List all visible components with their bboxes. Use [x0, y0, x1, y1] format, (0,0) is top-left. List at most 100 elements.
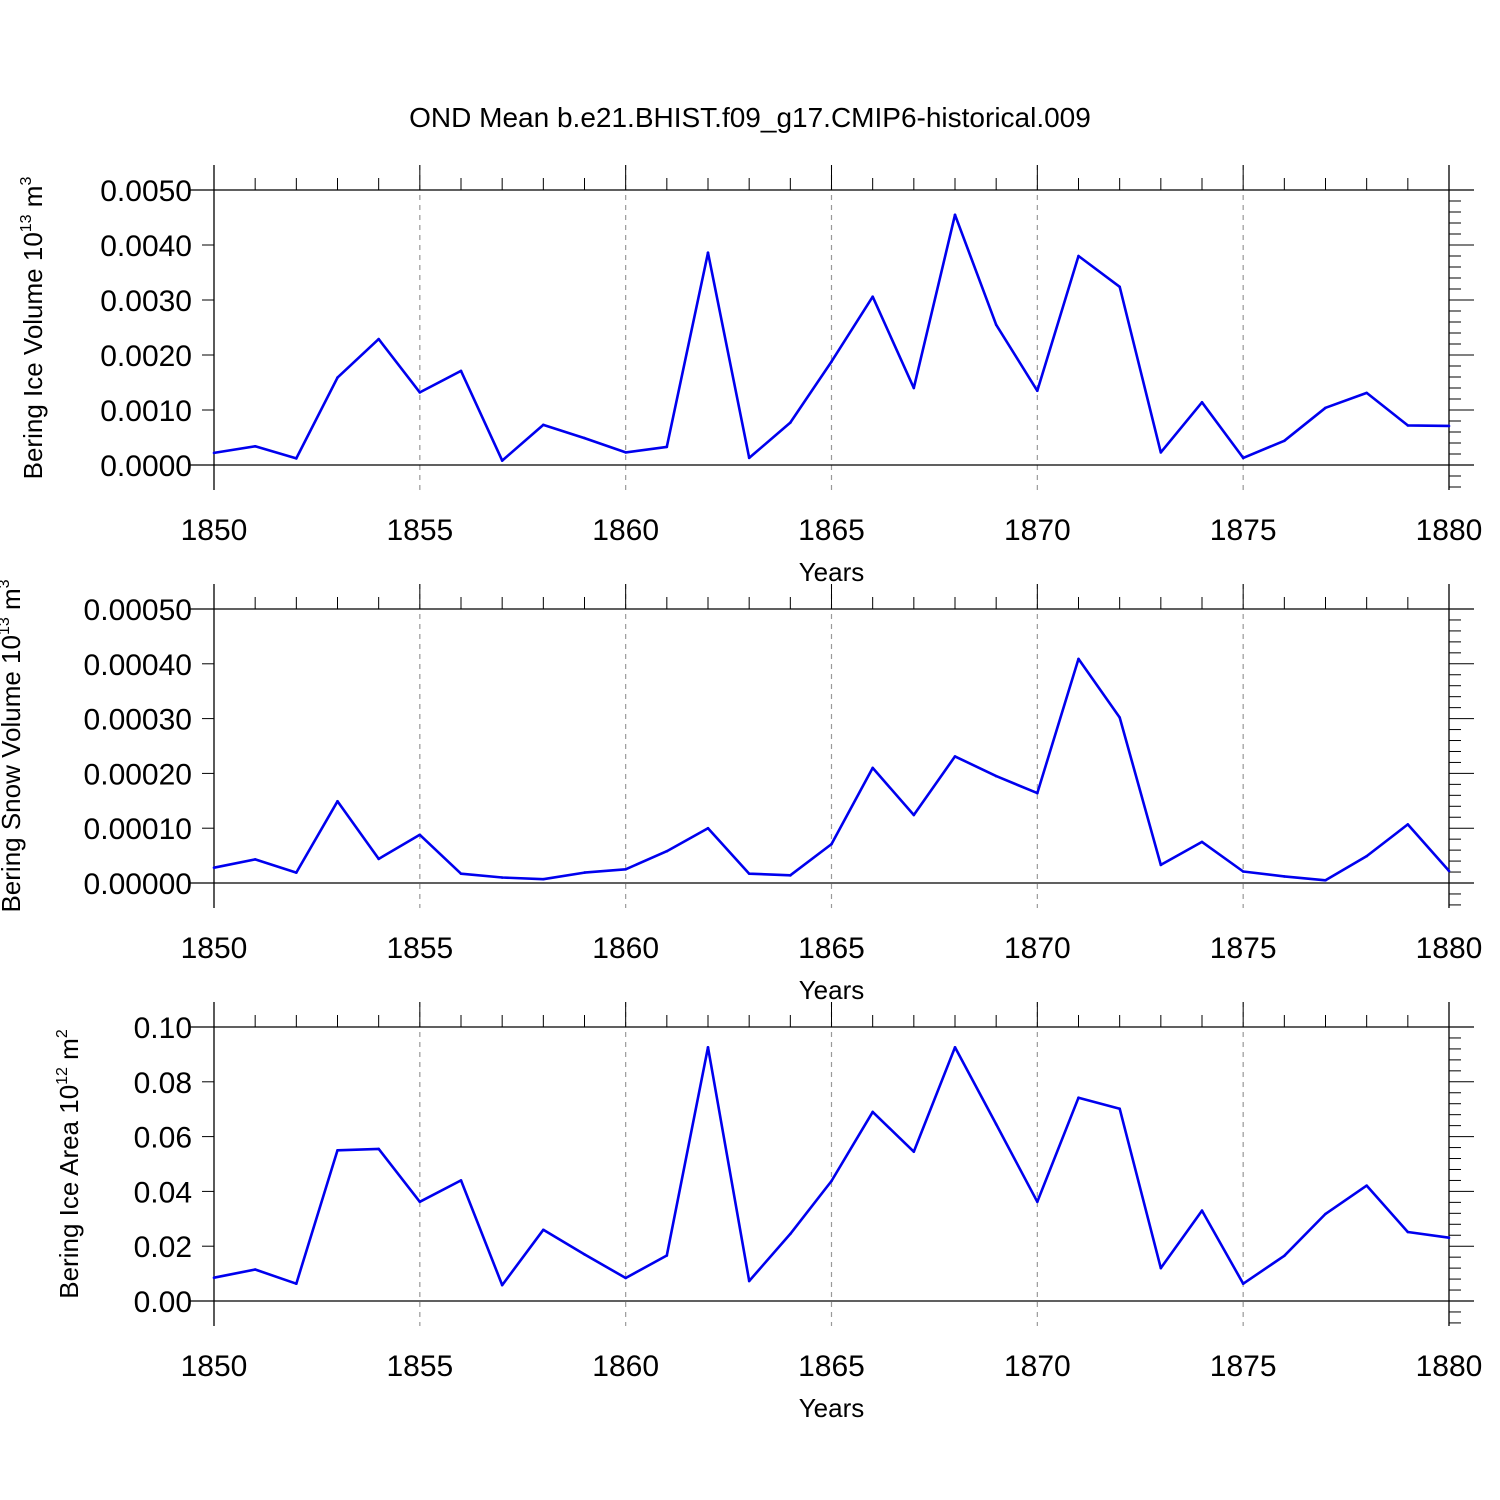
data-point	[747, 1279, 751, 1283]
data-point	[418, 391, 422, 394]
data-point	[1324, 406, 1327, 410]
data-point	[1077, 657, 1080, 661]
data-point	[212, 866, 216, 869]
data-point	[542, 423, 545, 427]
data-point	[1365, 391, 1368, 395]
data-point	[1283, 439, 1286, 443]
y-tick-label: 0.10	[134, 1012, 192, 1045]
data-point	[253, 858, 257, 861]
x-tick-label: 1880	[1416, 932, 1483, 965]
x-axis-label: Years	[799, 975, 865, 1005]
data-point	[871, 1110, 874, 1114]
data-point	[1406, 424, 1410, 427]
y-axis-label: Bering Ice Volume 1013 m3	[18, 177, 48, 480]
data-point	[1241, 456, 1245, 460]
data-point	[1118, 285, 1121, 289]
data-point	[830, 1179, 833, 1183]
x-tick-label: 1860	[592, 514, 659, 547]
y-tick-label: 0.00030	[84, 704, 192, 737]
data-point	[1406, 823, 1410, 826]
y-tick-label: 0.00050	[84, 594, 192, 627]
y-tick-label: 0.02	[134, 1231, 192, 1264]
data-point	[994, 774, 998, 778]
data-point	[253, 1268, 257, 1271]
y-axis-label-unit: m	[0, 588, 26, 617]
plot-panel-2: 1850 1855 1860 1865 1870 1875 1880 0.00000 0.000…	[0, 579, 1482, 1005]
x-axis-label: Years	[799, 557, 865, 587]
data-point	[789, 874, 792, 877]
data-point	[542, 877, 545, 881]
data-point	[1036, 1200, 1039, 1204]
data-point	[336, 376, 339, 379]
y-axis-label-unit: m	[18, 186, 48, 215]
data-point	[665, 445, 669, 449]
data-point	[1406, 1230, 1410, 1234]
data-point	[295, 457, 298, 460]
y-axis-label-unit-exponent: 3	[18, 177, 35, 186]
data-point	[830, 842, 833, 846]
data-point	[912, 813, 916, 817]
x-tick-label: 1860	[592, 1350, 659, 1383]
data-point	[1241, 1282, 1245, 1286]
y-tick-label: 0.08	[134, 1067, 192, 1100]
data-point	[953, 213, 957, 217]
x-tick-label: 1870	[1004, 1350, 1071, 1383]
data-point	[377, 1147, 380, 1151]
data-point	[459, 872, 463, 875]
data-point	[1036, 389, 1039, 393]
x-tick-label: 1875	[1210, 932, 1277, 965]
y-tick-label: 0.0050	[100, 175, 192, 208]
figure-title: OND Mean b.e21.BHIST.f09_g17.CMIP6-histo…	[409, 102, 1091, 133]
data-point	[953, 755, 957, 758]
data-point	[912, 386, 916, 390]
data-point	[583, 1253, 586, 1256]
data-point	[295, 871, 298, 874]
data-point	[1447, 869, 1451, 873]
data-point	[418, 1200, 422, 1204]
plot-panel-3: 1850 1855 1860 1865 1870 1875 1880 0.00 0.02 0.04…	[54, 1002, 1482, 1423]
x-tick-label: 1850	[181, 1350, 248, 1383]
data-point	[871, 766, 874, 770]
data-point	[500, 459, 504, 462]
data-point	[212, 451, 216, 455]
x-tick-label: 1865	[798, 1350, 865, 1383]
data-point	[1159, 863, 1163, 867]
x-axis-label: Years	[799, 1393, 865, 1423]
data-point	[994, 1122, 998, 1126]
y-tick-label: 0.06	[134, 1122, 192, 1155]
y-tick-label: 0.00020	[84, 758, 192, 791]
data-point	[1283, 1254, 1286, 1258]
x-tick-label: 1880	[1416, 514, 1483, 547]
x-tick-label: 1875	[1210, 514, 1277, 547]
data-point	[418, 833, 422, 837]
y-tick-label: 0.0040	[100, 230, 192, 263]
data-point	[747, 872, 751, 875]
x-tick-label: 1865	[798, 514, 865, 547]
data-point	[1159, 1266, 1163, 1270]
data-point	[377, 337, 380, 341]
data-point	[871, 295, 874, 299]
x-tick-label: 1865	[798, 932, 865, 965]
data-point	[1283, 875, 1286, 878]
data-point	[624, 868, 627, 871]
data-point	[789, 421, 792, 424]
y-tick-label: 0.00	[134, 1286, 192, 1319]
data-point	[994, 323, 998, 327]
data-point	[706, 826, 710, 830]
data-point	[624, 451, 627, 454]
x-tick-label: 1880	[1416, 1350, 1483, 1383]
data-point	[253, 445, 257, 448]
y-axis-label-text: Bering Snow Volume 10	[0, 635, 26, 913]
y-tick-label: 0.0000	[100, 450, 192, 483]
y-tick-label: 0.04	[134, 1176, 192, 1209]
y-axis-label-exponent: 13	[18, 214, 35, 232]
data-point	[295, 1282, 298, 1286]
x-tick-label: 1870	[1004, 514, 1071, 547]
x-tick-label: 1870	[1004, 932, 1071, 965]
plots-container: 1850 1855 1860 1865 1870 1875 1880 0.0000 0.0010…	[0, 165, 1482, 1423]
data-point	[459, 369, 463, 373]
data-point	[500, 1283, 504, 1287]
x-tick-label: 1855	[386, 932, 453, 965]
x-tick-label: 1850	[181, 514, 248, 547]
